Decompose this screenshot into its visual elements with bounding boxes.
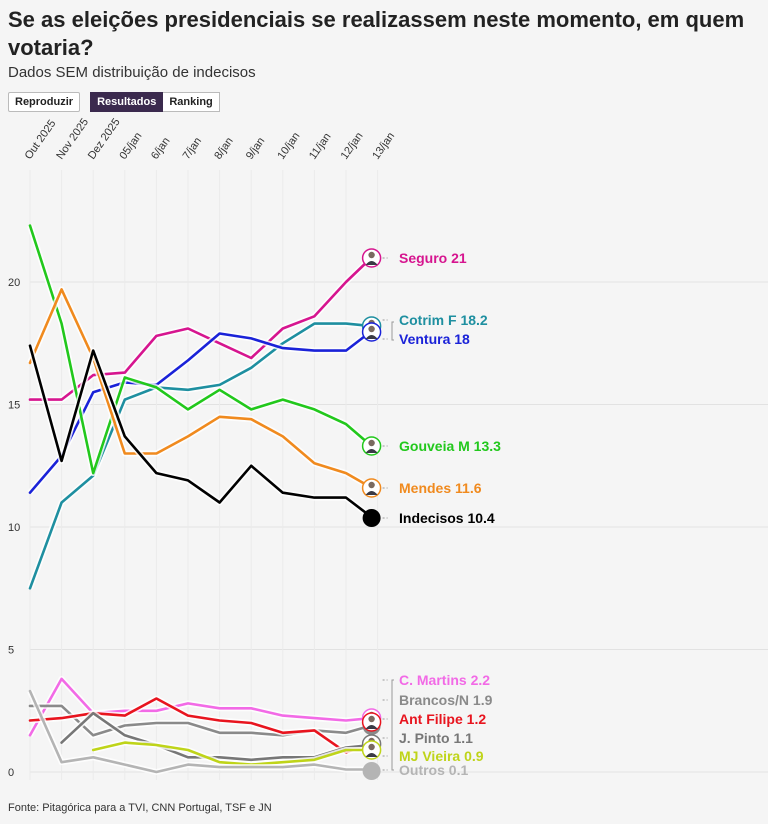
x-tick-label: 13/jan (370, 130, 397, 161)
x-tick-label: 10/jan (275, 130, 302, 161)
ant-filipe-avatar-body (365, 725, 378, 729)
mj-vieira-end-label: MJ Vieira 0.9 (399, 748, 484, 764)
x-tick-label: 12/jan (339, 130, 366, 161)
seguro-end-label: Seguro 21 (399, 250, 467, 266)
mj-vieira-avatar-head (368, 743, 375, 751)
results-tab[interactable]: Resultados (90, 92, 164, 112)
outros-line (28, 689, 373, 774)
ranking-tab[interactable]: Ranking (163, 92, 220, 112)
y-tick-label: 20 (8, 277, 20, 289)
view-toggle: Resultados Ranking (90, 92, 220, 112)
gouveia-m-end-label: Gouveia M 13.3 (399, 438, 501, 454)
x-tick-label: 11/jan (307, 131, 334, 162)
page-title: Se as eleições presidenciais se realizas… (8, 7, 745, 60)
y-tick-label: 15 (8, 400, 20, 412)
c-martins-line (28, 677, 373, 737)
y-tick-label: 10 (8, 522, 20, 534)
seguro-avatar-head (368, 251, 375, 259)
mendes-avatar-body (365, 491, 378, 495)
series-lines (27, 224, 374, 775)
seguro-avatar-body (365, 261, 378, 265)
ventura-end-label: Ventura 18 (399, 331, 470, 347)
y-tick-label: 5 (8, 645, 14, 657)
mj-vieira-end-marker (361, 740, 382, 760)
mj-vieira-line (91, 741, 373, 766)
seguro-end-marker (361, 248, 382, 268)
mendes-end-marker (361, 478, 382, 498)
source-note: Fonte: Pitagórica para a TVI, CNN Portug… (8, 802, 272, 814)
cotrim-f-end-label: Cotrim F 18.2 (399, 312, 488, 328)
gouveia-m-avatar-head (368, 439, 375, 447)
ventura-avatar-body (365, 335, 378, 339)
j-pinto-end-label: J. Pinto 1.1 (399, 730, 473, 746)
ant-filipe-end-marker (361, 712, 382, 732)
c-martins-end-label: C. Martins 2.2 (399, 672, 490, 688)
x-tick-label: 6/jan (149, 135, 173, 161)
cotrim-f-line (28, 322, 373, 590)
gouveia-m-line (28, 224, 373, 475)
brancos-n-end-label: Brancos/N 1.9 (399, 692, 493, 708)
page-subtitle: Dados SEM distribuição de indecisos (8, 64, 256, 81)
y-axis-ticks: 0 5 10 15 20 (8, 277, 20, 779)
x-tick-label: 7/jan (181, 135, 205, 161)
ant-filipe-avatar-head (368, 715, 375, 723)
ventura-end-marker (361, 322, 382, 342)
label-bracket-lower (391, 679, 394, 771)
outros-dot (362, 762, 381, 780)
end-markers (361, 248, 382, 780)
play-button[interactable]: Reproduzir (8, 92, 81, 112)
mendes-line (28, 288, 373, 490)
controls-bar: Reproduzir Resultados Ranking (8, 92, 220, 112)
label-bracket-upper (391, 321, 394, 341)
ventura-avatar-head (368, 325, 375, 333)
indecisos-dot (362, 509, 381, 527)
x-tick-label: 8/jan (212, 135, 236, 161)
indecisos-end-marker (362, 509, 381, 527)
x-tick-label: 05/jan (117, 130, 144, 161)
indecisos-end-label: Indecisos 10.4 (399, 510, 495, 526)
mj-vieira-line-halo (92, 739, 372, 768)
mendes-avatar-head (368, 481, 375, 489)
gouveia-m-avatar-body (365, 449, 378, 453)
outros-end-label: Outros 0.1 (399, 762, 468, 778)
ant-filipe-end-label: Ant Filipe 1.2 (399, 711, 486, 727)
outros-end-marker (362, 762, 381, 780)
indecisos-line (28, 344, 373, 519)
x-tick-label: 9/jan (244, 135, 268, 161)
cotrim-f-line-halo (27, 320, 372, 590)
end-labels: Seguro 21 Cotrim F 18.2 Ventura 18 Gouveia … (382, 250, 501, 778)
mendes-end-label: Mendes 11.6 (399, 480, 482, 496)
mj-vieira-avatar-body (365, 753, 378, 757)
ventura-line (28, 329, 373, 494)
y-tick-label: 0 (8, 767, 14, 779)
gouveia-m-end-marker (361, 436, 382, 456)
